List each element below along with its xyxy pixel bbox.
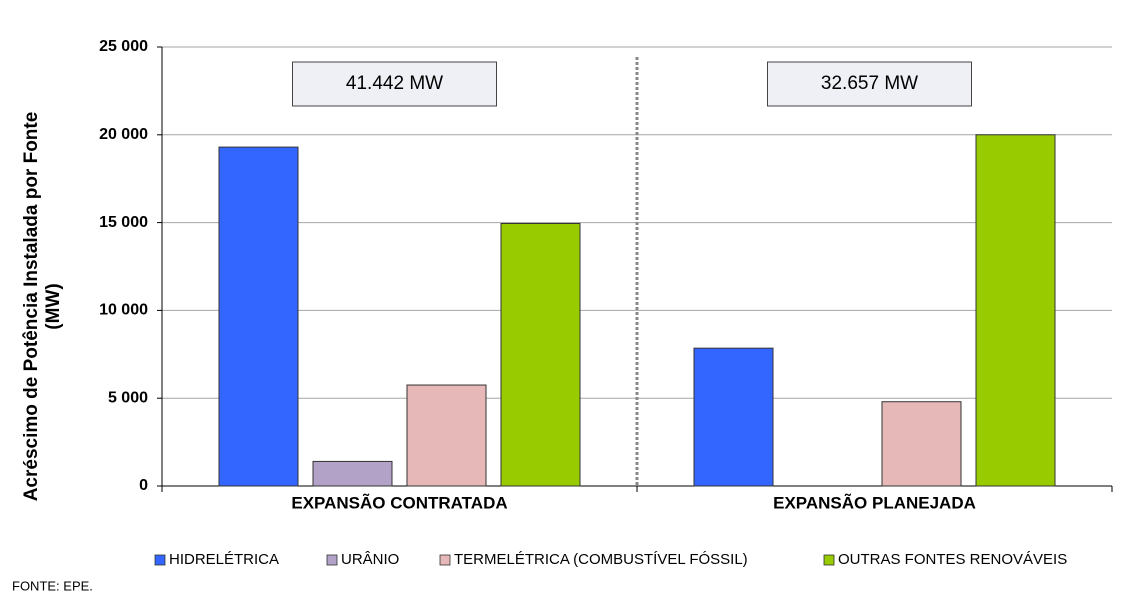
x-tick-label: EXPANSÃO PLANEJADA — [773, 492, 976, 512]
annotation-box — [292, 61, 497, 107]
y-tick-label: 15 000 — [99, 214, 148, 231]
legend-label: TERMELÉTRICA (COMBUSTÍVEL FÓSSIL) — [454, 551, 748, 568]
bar — [312, 460, 393, 487]
bar — [881, 401, 962, 487]
y-tick-label: 10 000 — [99, 302, 148, 319]
y-tick-label: 0 — [139, 477, 148, 494]
y-tick-label: 20 000 — [99, 126, 148, 143]
legend-label: HIDRELÉTRICA — [169, 551, 279, 568]
source-note: FONTE: EPE. — [12, 578, 93, 593]
bar — [406, 384, 487, 487]
y-tick-label: 25 000 — [99, 38, 148, 55]
annotation: 32.657 MW — [821, 73, 918, 94]
legend-swatch — [154, 554, 166, 566]
bar — [693, 347, 774, 487]
legend-label: OUTRAS FONTES RENOVÁVEIS — [838, 551, 1067, 568]
y-axis-label: Acréscimo de Potência Instalada por Font… — [21, 112, 42, 502]
legend-swatch — [439, 554, 451, 566]
legend-swatch — [823, 554, 835, 566]
y-tick-label: 5 000 — [108, 389, 148, 406]
bar — [500, 222, 581, 487]
legend-swatch — [326, 554, 338, 566]
bar — [218, 146, 299, 487]
x-tick-label: EXPANSÃO CONTRATADA — [291, 492, 507, 512]
y-axis-label: (MW) — [43, 283, 64, 329]
bar — [975, 134, 1056, 487]
annotation-box — [767, 61, 972, 107]
annotation: 41.442 MW — [346, 73, 443, 94]
legend-label: URÂNIO — [341, 551, 399, 568]
